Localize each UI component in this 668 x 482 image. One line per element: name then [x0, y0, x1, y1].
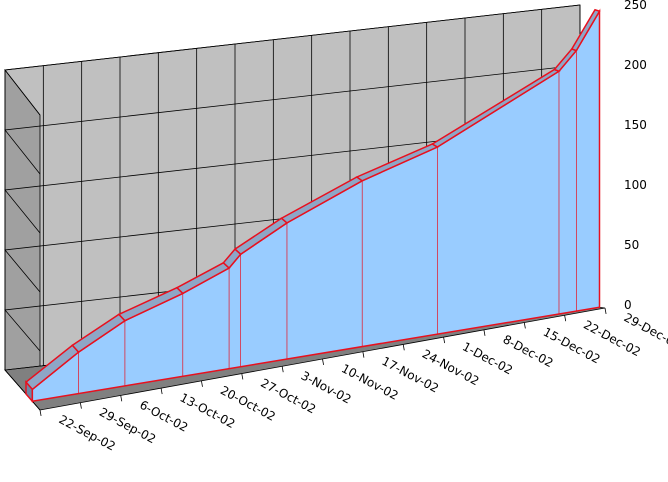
x-tick	[362, 351, 365, 358]
y-tick-label: 250	[624, 0, 647, 12]
y-tick-label: 200	[624, 58, 647, 72]
x-tick	[79, 402, 82, 409]
x-tick	[402, 344, 405, 351]
x-tick	[322, 358, 324, 365]
side-wall	[4, 68, 41, 412]
y-tick-label: 0	[624, 298, 632, 312]
x-tick	[160, 388, 163, 395]
x-tick	[39, 409, 42, 416]
x-tick	[483, 329, 486, 336]
area-top-segment	[570, 8, 601, 52]
y-tick-label: 150	[624, 118, 647, 132]
x-tick	[201, 380, 203, 387]
x-tick	[281, 366, 284, 373]
y-axis: 0 50 100 150 200 250	[624, 0, 647, 312]
y-tick-label: 50	[624, 238, 639, 252]
y-tick-label: 100	[624, 178, 647, 192]
x-tick	[523, 322, 526, 329]
x-tick	[564, 315, 567, 322]
x-tick	[604, 307, 607, 314]
area-end-cap	[25, 380, 34, 404]
x-tick	[443, 337, 446, 344]
x-tick	[120, 395, 123, 402]
data-series	[24, 8, 601, 404]
x-tick	[241, 373, 244, 380]
